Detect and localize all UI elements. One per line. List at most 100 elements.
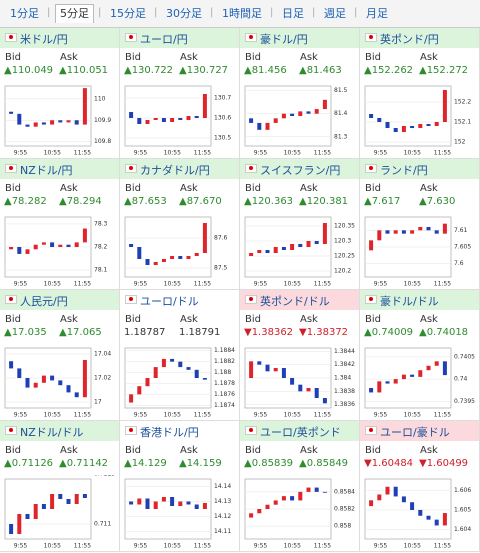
candle — [194, 369, 199, 378]
flag-dot — [249, 297, 253, 301]
candle — [377, 494, 382, 501]
tile-header: ユーロ/豪ドル — [360, 421, 479, 441]
candle — [66, 385, 71, 393]
y-tick-label: 0.711 — [94, 521, 111, 528]
candle — [434, 230, 439, 234]
candle — [442, 361, 447, 376]
x-tick-label: 10:55 — [404, 150, 421, 157]
flag-dot — [9, 166, 13, 170]
candle — [298, 244, 303, 247]
ask-label: Ask — [180, 445, 198, 456]
candle — [322, 99, 327, 110]
ask-value: ▲81.463 — [299, 65, 342, 76]
mini-chart: 130.7 130.6 130.5 9:55 10:55 11:55 — [124, 85, 231, 157]
mini-chart: 1.1884 1.1882 1.188 1.1878 1.1876 1.1874 9:55 1… — [124, 347, 235, 419]
flag-dot — [369, 166, 373, 170]
timeframe-tab[interactable]: 1時間足 — [222, 7, 262, 20]
y-tick-label: 120.35 — [334, 223, 355, 230]
bid-value: ▲17.035 — [4, 327, 47, 338]
y-tick-label: 78.2 — [94, 244, 108, 251]
pair-name[interactable]: NZドル/円 — [20, 164, 73, 177]
y-tick-label: 81.3 — [334, 133, 348, 140]
candle — [249, 118, 254, 123]
pair-name[interactable]: 英ポンド/ドル — [260, 295, 330, 308]
timeframe-tab[interactable]: 月足 — [366, 7, 388, 20]
flag-dot — [249, 428, 253, 432]
mini-chart: 0.8584 0.8582 0.858 9:55 10:55 11:55 — [244, 478, 355, 550]
y-tick-label: 17.02 — [94, 375, 111, 382]
candle — [290, 113, 295, 116]
pair-name[interactable]: 豪ドル/円 — [260, 33, 308, 46]
mini-chart: 120.35 120.3 120.25 120.2 9:55 10:55 11:55 — [244, 216, 355, 288]
y-tick-label: 130.5 — [214, 135, 231, 142]
timeframe-tab[interactable]: 1分足 — [10, 7, 39, 20]
x-tick-label: 9:55 — [14, 150, 28, 157]
candle — [393, 379, 398, 384]
ask-value: ▲0.74018 — [419, 327, 469, 338]
candle — [314, 487, 319, 492]
timeframe-tab[interactable]: 週足 — [324, 7, 346, 20]
y-tick-label: 1.604 — [454, 526, 471, 533]
bid-value: ▲130.722 — [124, 65, 174, 76]
bid-label: Bid — [125, 314, 141, 325]
pair-name[interactable]: カナダドル/円 — [140, 164, 210, 177]
pair-name[interactable]: ユーロ/英ポンド — [260, 426, 341, 439]
ask-value: ▲87.670 — [179, 196, 222, 207]
candle — [33, 504, 38, 519]
candle — [257, 509, 262, 514]
flag-dot — [129, 35, 133, 39]
pair-name[interactable]: ユーロ/豪ドル — [380, 426, 450, 439]
mini-chart: 87.6 87.5 9:55 10:55 11:55 — [124, 216, 228, 288]
candle — [137, 247, 142, 259]
ask-value: ▲0.85849 — [299, 458, 349, 469]
candle — [202, 378, 207, 380]
rate-tile: ユーロ/円 Bid Ask ▲130.722 ▲130.727 130.7 130.6 130… — [120, 28, 240, 159]
pair-name[interactable]: 人民元/円 — [20, 295, 68, 308]
candle — [401, 374, 406, 380]
candle — [9, 111, 14, 114]
tab-separator: | — [354, 7, 358, 18]
y-tick-label: 1.1878 — [214, 380, 235, 387]
ask-label: Ask — [420, 445, 438, 456]
timeframe-tab[interactable]: 日足 — [282, 7, 304, 20]
candle — [401, 496, 406, 503]
timeframe-tab[interactable]: 15分足 — [110, 7, 146, 20]
bid-value: 1.18787 — [124, 327, 166, 338]
pair-name[interactable]: ユーロ/円 — [140, 33, 188, 46]
x-tick-label: 9:55 — [374, 543, 388, 550]
mini-chart: 7.61 7.605 7.6 9:55 10:55 11:55 — [364, 216, 471, 288]
candle — [385, 122, 390, 128]
tab-separator: | — [154, 7, 158, 18]
pair-name[interactable]: 豪ドル/ドル — [380, 295, 439, 308]
flag-icon — [125, 426, 137, 435]
candle — [145, 498, 150, 509]
timeframe-tab[interactable]: 5分足 — [55, 4, 94, 23]
x-tick-label: 9:55 — [374, 150, 388, 157]
tile-header: ユーロ/円 — [120, 28, 239, 48]
x-tick-label: 11:55 — [314, 543, 331, 550]
candle — [170, 118, 175, 122]
pair-name[interactable]: 米ドル/円 — [20, 33, 68, 46]
flag-dot — [9, 297, 13, 301]
timeframe-tab[interactable]: 30分足 — [166, 7, 202, 20]
x-tick-label: 10:55 — [44, 150, 61, 157]
candle — [170, 358, 175, 362]
pair-name[interactable]: ユーロ/ドル — [140, 295, 199, 308]
pair-name[interactable]: ランド/円 — [380, 164, 428, 177]
pair-name[interactable]: 香港ドル/円 — [140, 426, 199, 439]
flag-dot — [369, 297, 373, 301]
candle — [369, 388, 374, 393]
candle — [369, 500, 374, 507]
candle — [249, 361, 254, 378]
candle — [410, 230, 415, 234]
pair-name[interactable]: 英ポンド/円 — [380, 33, 439, 46]
bid-label: Bid — [245, 445, 261, 456]
candle — [137, 386, 142, 395]
pair-name[interactable]: NZドル/ドル — [20, 426, 84, 439]
bid-value: ▲14.129 — [124, 458, 167, 469]
mini-chart: 1.606 1.605 1.604 9:55 10:55 11:55 — [364, 478, 471, 550]
candle — [369, 114, 374, 118]
candle — [33, 382, 38, 388]
rate-tile: ユーロ/豪ドル Bid Ask ▼1.60484 ▼1.60499 1.606 1.605 1… — [360, 421, 480, 552]
pair-name[interactable]: スイスフラン/円 — [260, 164, 341, 177]
